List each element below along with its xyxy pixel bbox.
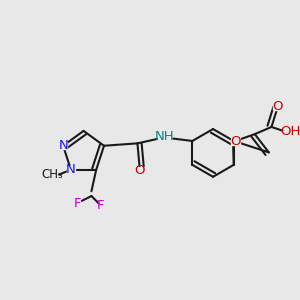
Text: CH₃: CH₃: [41, 168, 63, 181]
Bar: [158, 132, 172, 140]
Bar: [67, 166, 75, 173]
Bar: [273, 103, 282, 110]
Bar: [231, 138, 240, 146]
Text: F: F: [97, 199, 105, 212]
Bar: [59, 142, 67, 149]
Bar: [283, 128, 298, 135]
Text: N: N: [58, 139, 68, 152]
Text: O: O: [135, 164, 145, 177]
Text: O: O: [272, 100, 283, 113]
Text: O: O: [230, 135, 241, 148]
Text: F: F: [73, 197, 81, 210]
Text: NH: NH: [155, 130, 175, 143]
Text: N: N: [66, 163, 76, 176]
Text: OH: OH: [280, 125, 300, 138]
Bar: [136, 167, 144, 174]
